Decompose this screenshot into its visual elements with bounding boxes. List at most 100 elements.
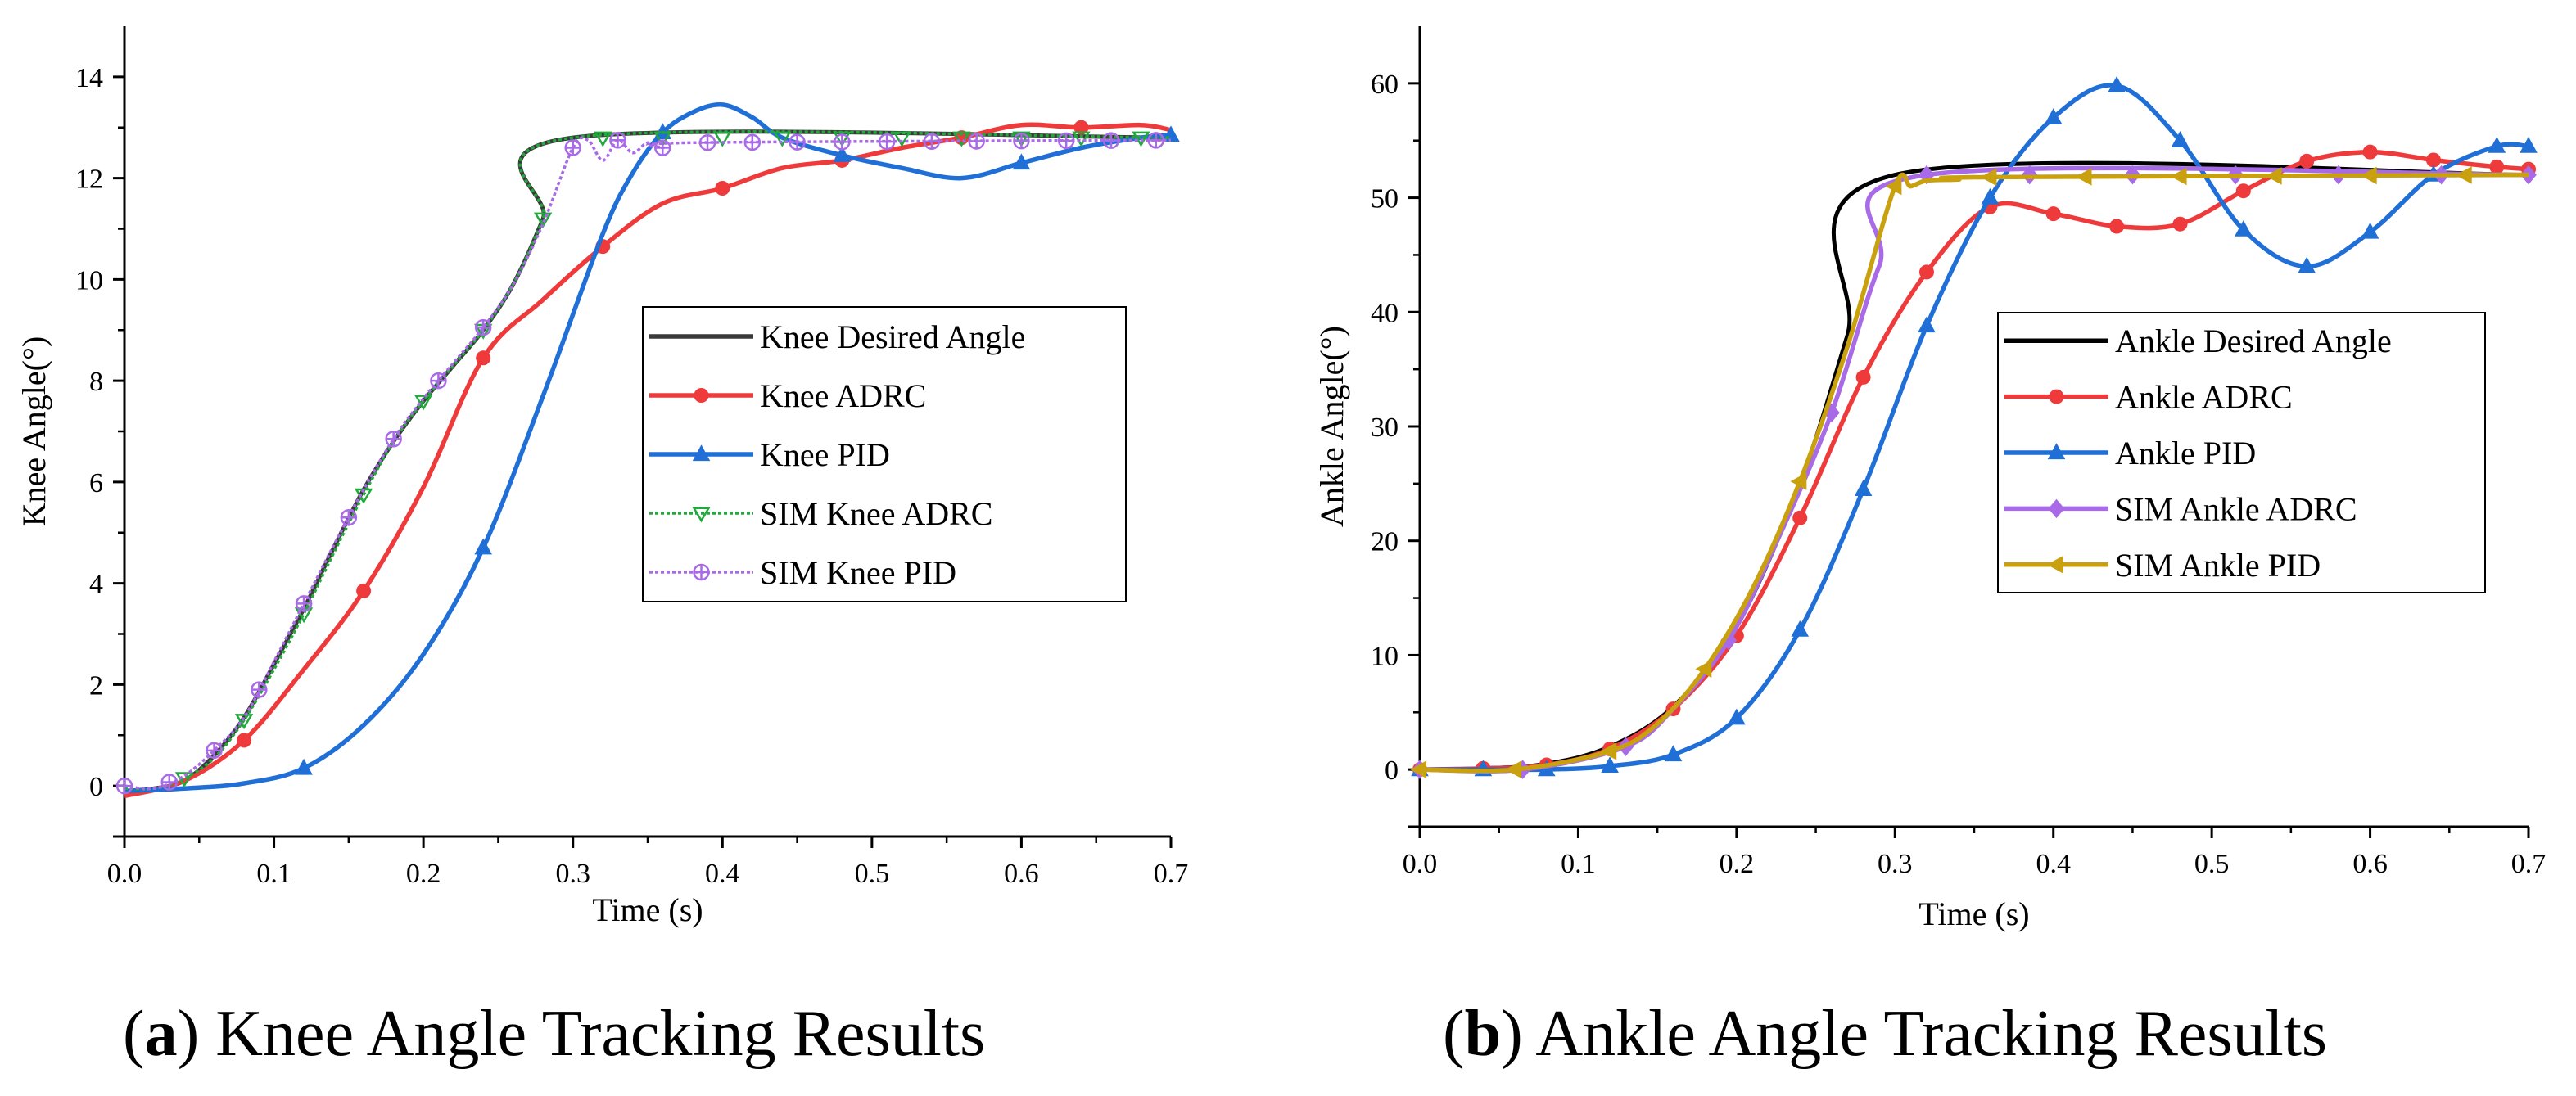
legend-marker [2049, 389, 2064, 404]
data-point-marker [2489, 159, 2505, 174]
legend-label: SIM Ankle PID [2115, 547, 2321, 584]
data-point-marker [594, 131, 612, 147]
legend-marker [2048, 498, 2065, 519]
data-point-marker [2360, 166, 2377, 185]
x-tick-label: 0.0 [107, 859, 142, 889]
caption-b-letter: b [1464, 998, 1502, 1070]
legend-marker [693, 563, 710, 581]
data-point-marker [1072, 131, 1091, 147]
data-point-marker [251, 681, 268, 698]
x-tick-label: 0.7 [1154, 859, 1189, 889]
data-point-marker [414, 395, 433, 411]
data-point-marker [115, 777, 133, 795]
y-tick-label: 12 [75, 165, 103, 195]
data-point-marker [2109, 219, 2125, 234]
y-tick-label: 30 [1371, 413, 1399, 443]
data-point-marker [1981, 187, 2000, 205]
x-tick-label: 0.2 [406, 859, 441, 889]
y-tick-label: 0 [1385, 755, 1399, 786]
data-point-marker [968, 133, 985, 150]
series-line [1419, 172, 2529, 774]
data-point-marker [206, 742, 223, 760]
caption-b: (b) Ankle Angle Tracking Results [1443, 998, 2328, 1070]
data-point-marker [893, 131, 911, 147]
series-line [124, 130, 1172, 791]
data-point-marker [2235, 219, 2253, 237]
data-point-marker [2235, 183, 2251, 199]
data-point-marker [160, 774, 179, 791]
y-tick-label: 20 [1371, 527, 1399, 557]
y-axis-label: Knee Angle(°) [16, 336, 52, 527]
x-tick-label: 0.1 [1561, 849, 1596, 879]
y-tick-label: 2 [89, 670, 103, 701]
x-tick-label: 0.6 [2352, 849, 2388, 879]
data-point-marker [356, 583, 372, 598]
data-point-marker [1505, 760, 1522, 778]
data-point-marker [2488, 137, 2506, 153]
data-point-marker [534, 212, 553, 228]
data-point-marker [2520, 137, 2538, 153]
legend: Knee Desired Angle Knee ADRC Knee PID SIM K… [642, 306, 1127, 602]
legend-marker [2047, 443, 2066, 460]
data-point-marker [952, 131, 971, 147]
caption-a-letter: a [144, 998, 178, 1070]
data-point-marker [923, 133, 941, 151]
y-tick-label: 4 [89, 570, 103, 600]
legend-marker [694, 388, 709, 403]
legend-label: Knee Desired Angle [760, 318, 1025, 355]
y-tick-label: 10 [1371, 641, 1399, 671]
data-point-marker [609, 131, 626, 149]
data-point-marker [653, 131, 672, 147]
legend-label: SIM Knee ADRC [760, 495, 992, 532]
data-point-marker [474, 538, 492, 555]
chart-ankle: 0.0 0.1 0.2 0.3 0.4 0.5 0.6 0.7 0 10 20 30 40 50 60 Tim… [1313, 26, 2546, 932]
legend-marker [692, 507, 711, 523]
data-point-marker [476, 350, 491, 366]
series-line [124, 122, 1172, 799]
legend-label: Ankle PID [2115, 435, 2256, 471]
series-line [1419, 83, 2529, 773]
y-tick-label: 8 [89, 367, 103, 397]
data-point-marker [715, 181, 730, 196]
data-point-marker [1791, 620, 1810, 637]
data-point-marker [237, 733, 252, 748]
legend-label: Knee PID [760, 436, 890, 473]
legend-marker [2046, 556, 2063, 574]
chart-knee: 0.0 0.1 0.2 0.3 0.4 0.5 0.6 0.7 0 2 4 6 8 10 12 14 Time … [16, 26, 1188, 928]
data-point-marker [1918, 165, 1935, 185]
data-point-marker [1855, 369, 1871, 385]
data-point-marker [2108, 75, 2126, 92]
data-point-marker [385, 431, 402, 448]
x-axis-label: Time (s) [592, 891, 703, 928]
x-tick-label: 0.4 [705, 859, 740, 889]
data-point-marker [1132, 131, 1150, 147]
caption-a-text: Knee Angle Tracking Results [199, 998, 986, 1070]
data-point-marker [1410, 760, 1427, 778]
data-point-marker [773, 131, 792, 147]
x-tick-label: 0.6 [1004, 859, 1039, 889]
data-point-marker [234, 714, 254, 730]
data-point-marker [1664, 745, 1683, 762]
data-point-marker [2265, 167, 2282, 185]
legend-label: Knee ADRC [760, 377, 926, 414]
legend-label: SIM Knee PID [760, 554, 956, 591]
data-point-marker [789, 133, 806, 151]
data-point-marker [2425, 152, 2441, 168]
data-point-marker [1073, 120, 1089, 135]
data-point-marker [1695, 660, 1712, 678]
data-point-marker [340, 508, 358, 526]
y-axis-label: Ankle Angle(°) [1313, 326, 1350, 527]
data-point-marker [833, 131, 852, 147]
legend-marker [692, 444, 711, 462]
y-tick-label: 6 [89, 468, 103, 498]
data-point-marker [1728, 708, 1746, 725]
caption-b-text: Ankle Angle Tracking Results [1522, 998, 2328, 1070]
data-point-marker [2171, 131, 2190, 147]
data-point-marker [564, 139, 581, 156]
data-point-marker [2045, 206, 2061, 222]
data-point-marker [713, 131, 732, 147]
x-axis-label: Time (s) [1918, 895, 2029, 932]
data-point-marker [834, 133, 851, 151]
data-point-marker [2455, 166, 2472, 184]
